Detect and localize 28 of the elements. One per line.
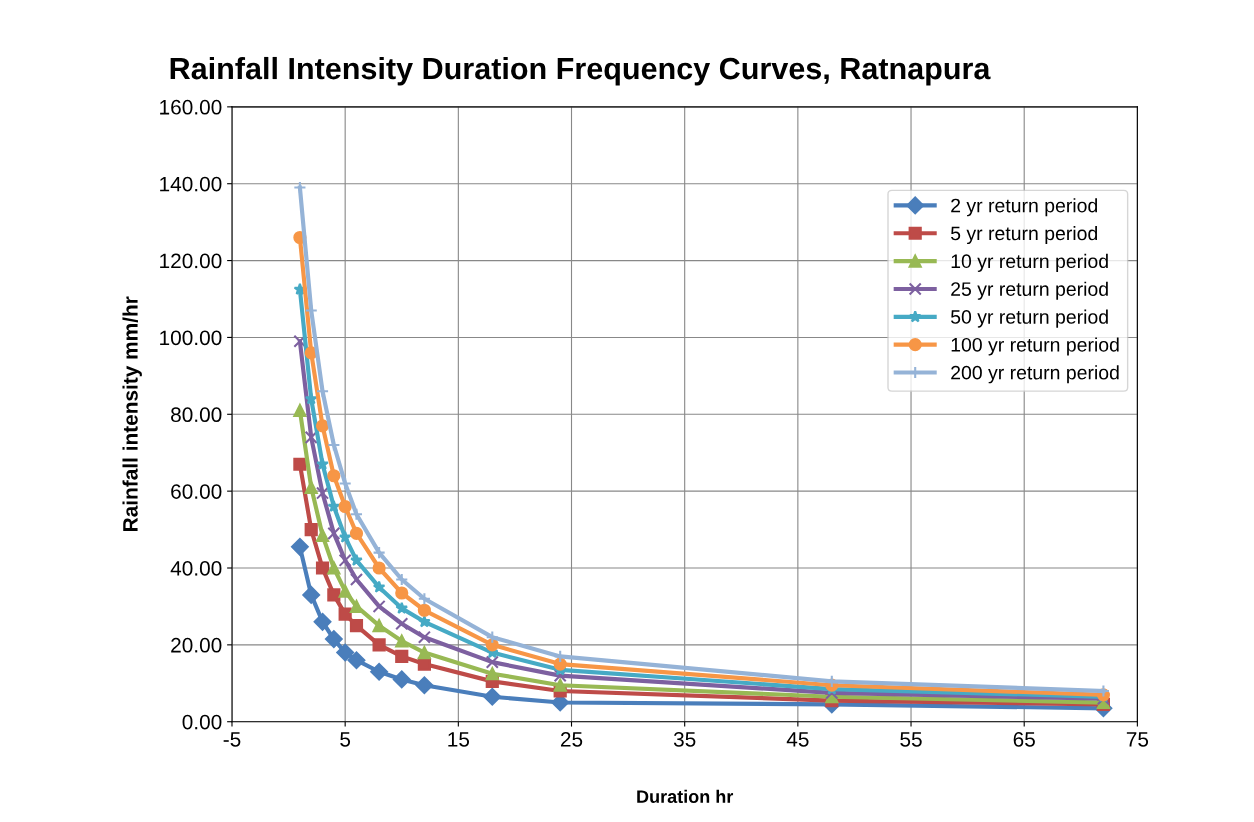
y-tick-label: 160.00 [160,99,222,115]
y-tick-label: 60.00 [171,484,222,499]
legend-label: 100 yr return period [951,337,1119,356]
y-tick-label: 140.00 [160,176,222,192]
legend-label: 25 yr return period [951,281,1108,300]
y-tick-label: 40.00 [170,561,222,576]
chart-title: Rainfall Intensity Duration Frequency Curves, Ratnapura [170,56,991,86]
x-tick-label: 15 [448,732,470,747]
y-tick-label: 80.00 [171,407,222,423]
x-tick-label: 75 [1126,732,1149,747]
y-tick-label: 100.00 [160,330,222,346]
y-tick-label: 20.00 [171,637,222,653]
x-tick-label: 65 [1013,731,1035,747]
x-axis-title: Duration hr [637,789,734,804]
y-tick-label: 120.00 [160,253,222,269]
x-tick-label: 25 [560,731,583,747]
x-tick-label: 45 [786,732,809,747]
y-axis-title: Rainfall intensity mm/hr [122,296,142,531]
legend-label: 2 yr return period [951,198,1098,217]
legend-label: 50 yr return period [950,309,1108,328]
legend-label: 200 yr return period [951,365,1119,384]
legend-label: 10 yr return period [951,253,1108,272]
x-tick-label: 35 [673,731,696,747]
x-tick-label: -5 [223,732,241,747]
x-tick-label: 5 [340,732,351,747]
y-tick-label: 0.00 [182,714,222,730]
legend-label: 5 yr return period [950,225,1098,245]
x-tick-label: 55 [900,732,922,747]
